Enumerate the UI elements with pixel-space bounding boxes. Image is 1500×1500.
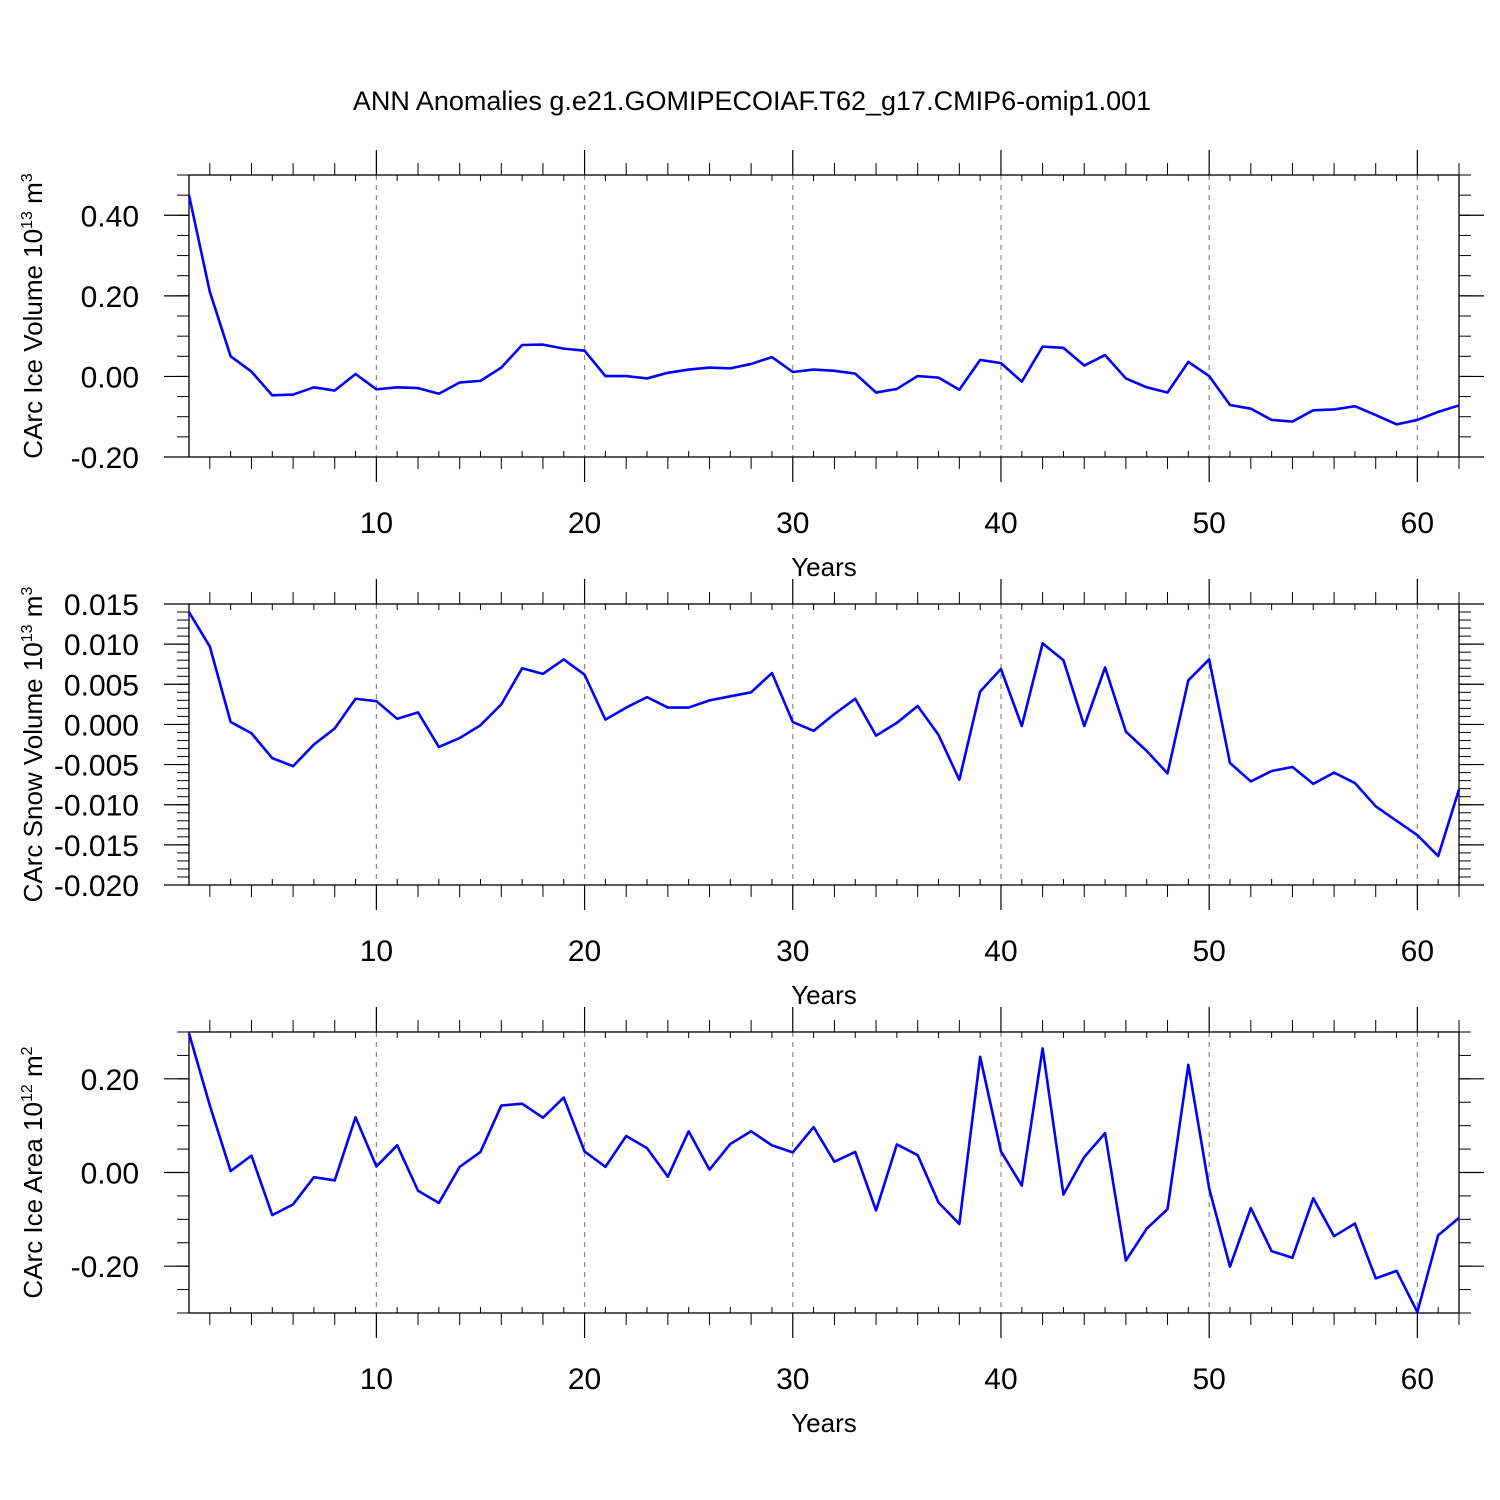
x-tick-label: 50 (1192, 935, 1225, 968)
x-tick-label: 20 (568, 507, 601, 540)
y-tick-label: 0.00 (81, 1158, 139, 1191)
y-tick-label: -0.20 (71, 1251, 139, 1284)
x-tick-label: 60 (1401, 935, 1434, 968)
y-tick-label: -0.015 (54, 830, 139, 863)
x-tick-label: 20 (568, 935, 601, 968)
y-tick-label: 0.005 (64, 669, 139, 702)
y-tick-label: 0.000 (64, 709, 139, 742)
y-tick-label: 0.40 (81, 200, 139, 233)
series-line (187, 611, 1461, 858)
y-tick-label: 0.010 (64, 629, 139, 662)
y-axis-title: CArc Ice Area 1012 m2 (18, 1046, 48, 1298)
y-axis-title: CArc Snow Volume 1013 m3 (18, 587, 48, 903)
y-tick-label: 0.20 (81, 281, 139, 314)
x-tick-label: 30 (776, 935, 809, 968)
y-tick-label: 0.00 (81, 361, 139, 394)
chart-panel-2: 10 20 30 40 50 60 -0.020 -0.015 -0.010 -0.005 0.00… (18, 579, 1484, 1010)
x-axis-title: Years (791, 552, 857, 582)
y-axis-title: CArc Ice Volume 1013 m3 (18, 173, 48, 458)
y-tick-label: -0.010 (54, 790, 139, 823)
x-tick-label: 10 (360, 507, 393, 540)
x-tick-label: 50 (1192, 507, 1225, 540)
plot-frame (188, 174, 1460, 458)
chart-title: ANN Anomalies g.e21.GOMIPECOIAF.T62_g17.… (353, 86, 1151, 116)
chart-panel-3: 10 20 30 40 50 60 -0.20 0.00 0.20 Years CArc Ice A… (18, 1007, 1484, 1438)
x-tick-label: 60 (1401, 1363, 1434, 1396)
x-tick-label: 30 (776, 1363, 809, 1396)
y-tick-label: -0.005 (54, 750, 139, 783)
x-tick-label: 40 (984, 935, 1017, 968)
x-tick-label: 50 (1192, 1363, 1225, 1396)
chart-panel-1: 10 20 30 40 50 60 -0.20 0.00 0.20 0.40 Years CArc I… (18, 150, 1484, 582)
series-line (187, 194, 1460, 426)
x-tick-label: 10 (360, 935, 393, 968)
plot-frame (188, 603, 1460, 886)
x-tick-label: 20 (568, 1363, 601, 1396)
y-tick-label: 0.015 (64, 589, 139, 622)
x-tick-label: 40 (984, 1363, 1017, 1396)
x-tick-label: 30 (776, 507, 809, 540)
series-line (187, 1033, 1460, 1314)
y-tick-label: -0.20 (71, 442, 139, 475)
x-tick-label: 60 (1401, 507, 1434, 540)
y-tick-label: 0.20 (81, 1064, 139, 1097)
plot-frame (188, 1031, 1460, 1314)
x-axis-title: Years (791, 1408, 857, 1438)
x-tick-label: 10 (360, 1363, 393, 1396)
x-tick-label: 40 (984, 507, 1017, 540)
y-tick-label: -0.020 (54, 870, 139, 903)
x-axis-title: Years (791, 980, 857, 1010)
